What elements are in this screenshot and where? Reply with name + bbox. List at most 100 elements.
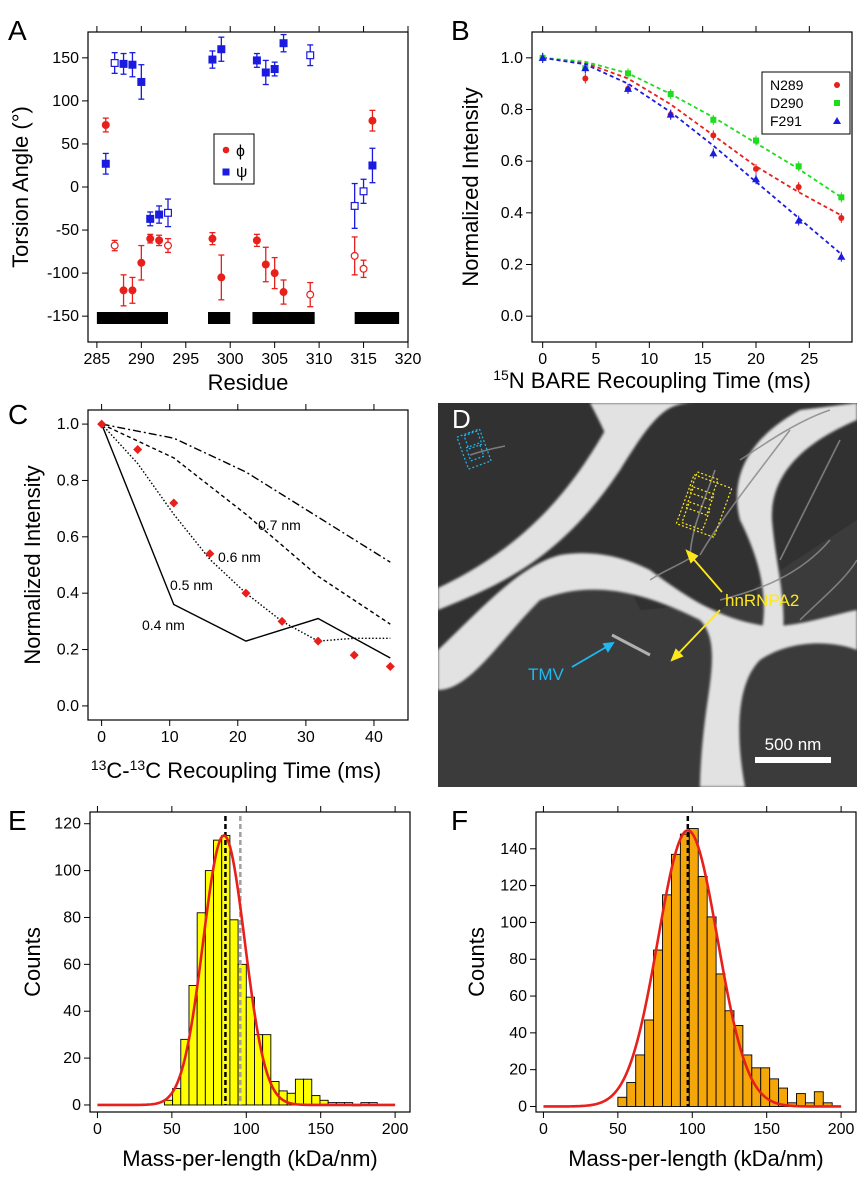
xlabel-mid: C- [106,758,129,783]
legend-phi-label: ϕ [236,143,245,160]
histogram-bar [670,853,681,1107]
y-tick-label: 20 [509,1062,527,1079]
d290-point [667,91,674,97]
panel-e-xlabel: Mass-per-length (kDa/nm) [122,1146,378,1171]
d290-point [795,163,802,170]
psi-point [261,68,270,77]
film-strand-upper-left [438,403,700,610]
f291-point [837,252,846,260]
histogram-bar [813,1091,824,1107]
xlabel-sup1: 13 [91,757,107,773]
d290-point [710,116,717,123]
panel-c-ylabel: Normalized Intensity [20,465,45,664]
annotation-0-5nm: 0.5 nm [170,577,213,593]
f291-point [709,149,718,157]
phi-point [101,120,110,129]
histogram-bar [294,1078,305,1106]
fibril [689,469,716,561]
selection-box-outer [456,428,492,470]
y-tick-label: 0 [70,179,79,196]
data-point [97,419,107,429]
panel-letter-a: A [8,15,27,46]
psi-point [137,77,146,86]
arrow-shaft [675,609,721,657]
legend-phi-marker [222,146,230,154]
histogram-bar [311,1095,321,1106]
legend-n289-marker [834,82,840,88]
hnrnpa2-selection-boxes [675,471,733,539]
panel-f-frame [535,811,857,1113]
y-tick-label: 80 [63,909,81,926]
panel-d-micrograph: hnRNPA2 TMV 500 nm D [438,403,857,787]
psi-point [101,159,110,168]
psi-point [217,45,226,54]
selection-box [465,442,485,462]
data-point [277,616,287,626]
phi-point-open [359,264,368,273]
selection-box [689,471,719,501]
tmv-selection-boxes [456,428,492,470]
d290-point [625,70,631,77]
x-tick-label: 310 [306,351,333,368]
f291-point [538,53,547,61]
tmv-arrow [571,641,615,668]
y-tick-label: 60 [63,956,81,973]
phi-point [119,286,128,295]
fibril [699,429,791,556]
phi-point [155,236,164,245]
legend-f291-label: F291 [770,113,802,129]
xlabel-text: N BARE Recoupling Time (ms) [509,368,811,393]
phi-point [279,288,288,297]
arrow-head [602,641,615,653]
xlabel-end: C Recoupling Time (ms) [145,758,381,783]
psi-point [128,60,137,69]
panel-c-chart: 0 10 20 30 40 0.0 0.2 0.4 0.6 0.8 1.0 0.7 nm 0.6 n… [20,404,409,783]
y-tick-label: 150 [52,50,79,67]
legend-d290-label: D290 [770,95,804,111]
psi-point [208,55,217,64]
film-strand-top [590,403,655,470]
x-tick-label: 295 [172,351,199,368]
x-tick-label: 200 [382,1121,409,1138]
legend-box [213,133,255,185]
phi-point-open [306,290,315,299]
d290-point [753,137,759,144]
x-tick-label: 150 [753,1121,780,1138]
legend-f291-marker [833,117,841,124]
scale-bar-label: 500 nm [765,735,822,754]
phi-point [146,234,155,243]
x-tick-label: 300 [217,351,244,368]
x-tick-label: 315 [350,351,377,368]
y-tick-label: 0.4 [57,585,79,602]
histogram-bar [796,1093,806,1107]
histogram-bar [724,1010,735,1107]
y-tick-label: -100 [47,265,79,282]
arrow-head [670,648,684,662]
x-tick-label: 20 [747,351,765,368]
n289-point [753,165,759,172]
y-tick-label: 60 [509,988,527,1005]
y-tick-label: 0.8 [57,472,79,489]
histogram-bar [715,973,726,1107]
data-point [241,588,251,598]
histogram-bar [635,1054,646,1107]
x-tick-label: 285 [84,351,111,368]
selection-box [681,501,711,531]
psi-point-open [350,201,359,210]
secondary-structure-bar [208,312,231,324]
simulation-line [100,423,391,659]
secondary-structure-bar [252,312,315,324]
panel-f-ylabel: Counts [464,927,489,997]
panel-letter-e: E [8,805,27,836]
legend-psi-label: ψ [236,164,247,181]
psi-point [368,161,377,170]
psi-point [146,214,155,223]
panel-e-ylabel: Counts [20,927,45,997]
x-tick-label: 320 [395,351,422,368]
fit-curve [542,56,842,199]
x-tick-label: 200 [828,1121,855,1138]
selection-box [685,486,715,516]
panel-letter-f: F [451,805,468,836]
phi-point-open [164,241,173,250]
